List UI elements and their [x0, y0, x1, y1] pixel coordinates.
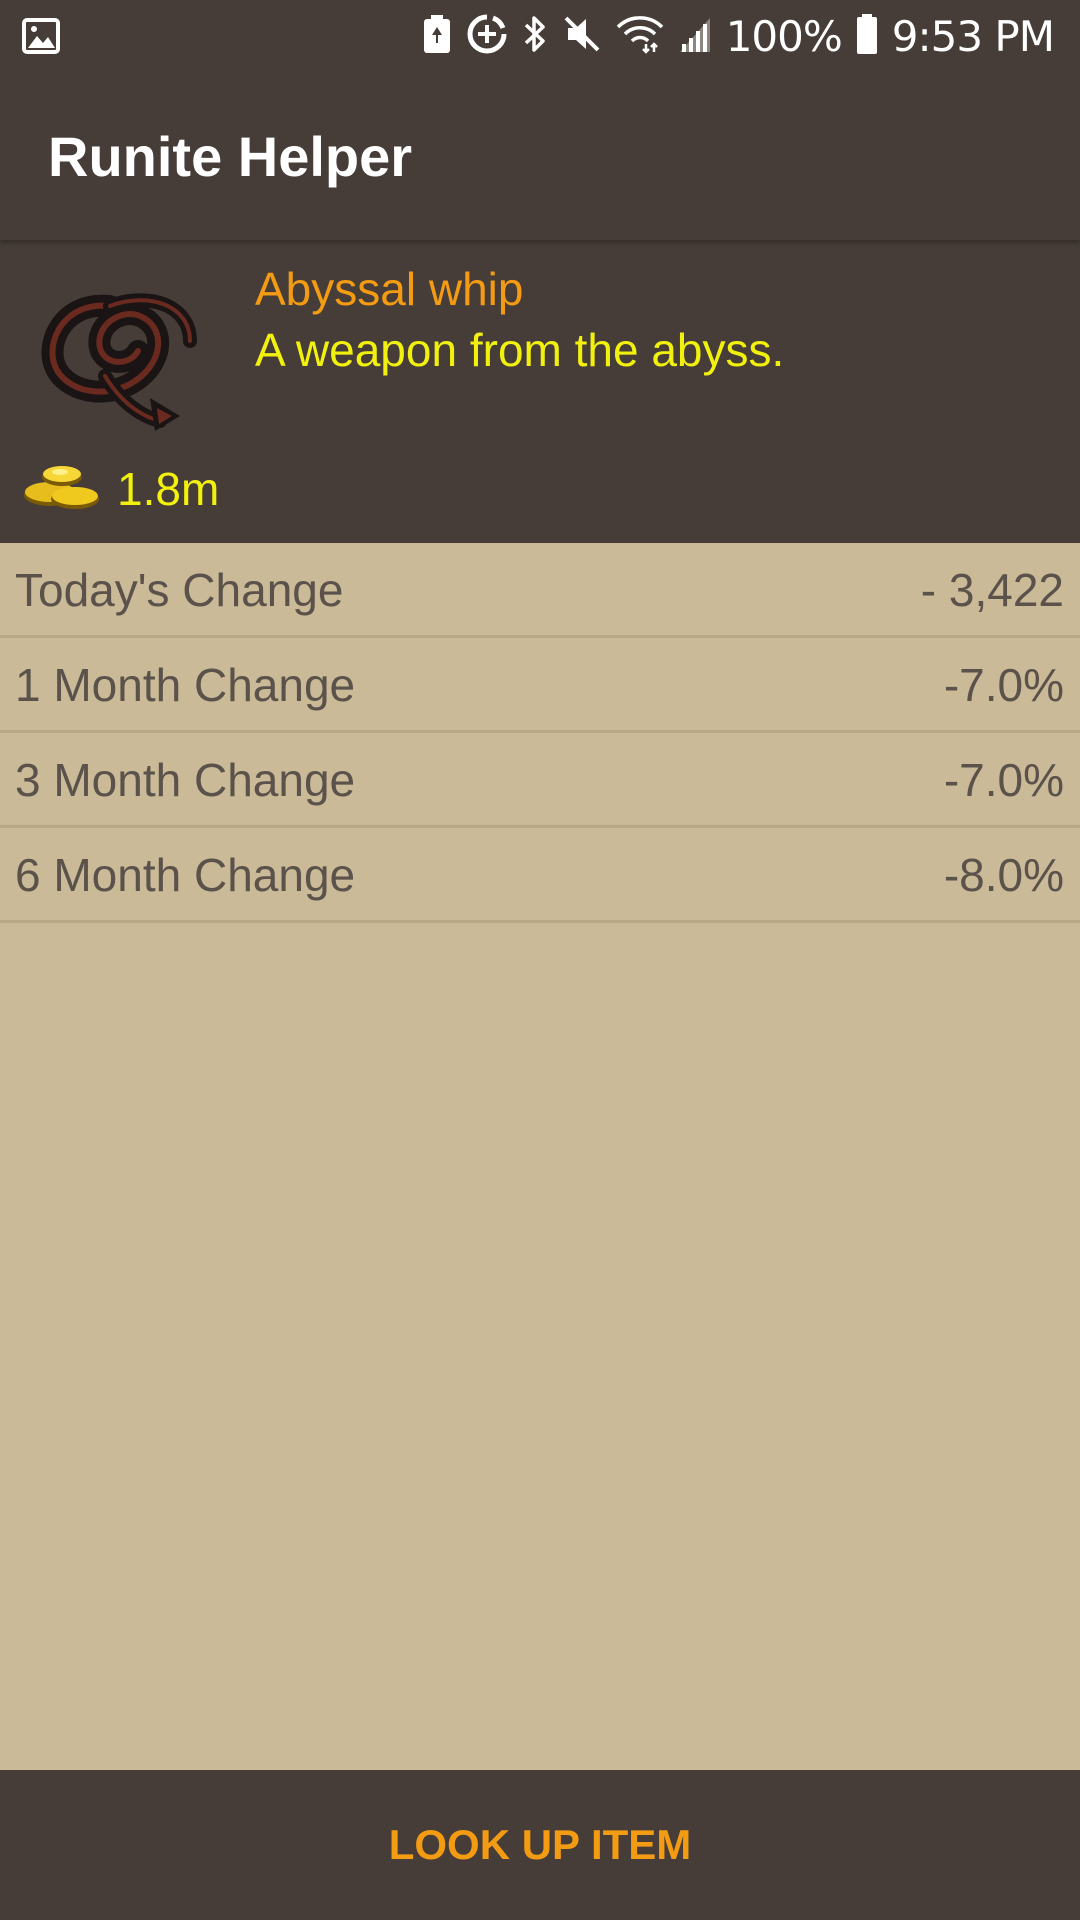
price-change-list: Today's Change - 3,422 1 Month Change -7… — [0, 543, 1080, 923]
battery-icon — [856, 13, 878, 60]
stat-label: Today's Change — [15, 564, 344, 616]
stat-label: 6 Month Change — [15, 849, 356, 901]
bluetooth-icon — [522, 13, 548, 60]
mute-icon — [562, 14, 602, 59]
item-header-panel: Abyssal whip A weapon from the abyss. 1.… — [0, 240, 1080, 543]
stat-value: -7.0% — [943, 659, 1064, 711]
bottom-bar: LOOK UP ITEM — [0, 1770, 1080, 1920]
stat-value: -7.0% — [943, 754, 1064, 806]
stat-value: -8.0% — [943, 849, 1064, 901]
look-up-item-button[interactable]: LOOK UP ITEM — [388, 1821, 692, 1868]
coins-icon — [20, 455, 104, 519]
app-title: Runite Helper — [48, 125, 413, 188]
battery-percent: 100% — [725, 11, 843, 61]
clock: 9:53 PM — [891, 11, 1055, 61]
cell-signal-icon — [678, 14, 712, 59]
abyssal-whip-icon — [40, 266, 210, 436]
stat-row-6-month: 6 Month Change -8.0% — [0, 828, 1080, 923]
image-notification-icon — [22, 18, 60, 54]
item-name: Abyssal whip — [255, 263, 524, 315]
battery-saver-icon — [422, 14, 452, 59]
data-saver-icon — [466, 13, 508, 60]
item-price: 1.8m — [117, 463, 220, 515]
stat-row-1-month: 1 Month Change -7.0% — [0, 638, 1080, 733]
app-bar: Runite Helper — [0, 72, 1080, 240]
stat-row-today: Today's Change - 3,422 — [0, 543, 1080, 638]
stat-label: 3 Month Change — [15, 754, 356, 806]
stat-row-3-month: 3 Month Change -7.0% — [0, 733, 1080, 828]
item-description: A weapon from the abyss. — [255, 324, 785, 376]
status-bar: 100% 9:53 PM — [0, 0, 1080, 72]
wifi-icon — [616, 14, 664, 59]
stat-value: - 3,422 — [920, 564, 1064, 616]
stat-label: 1 Month Change — [15, 659, 356, 711]
